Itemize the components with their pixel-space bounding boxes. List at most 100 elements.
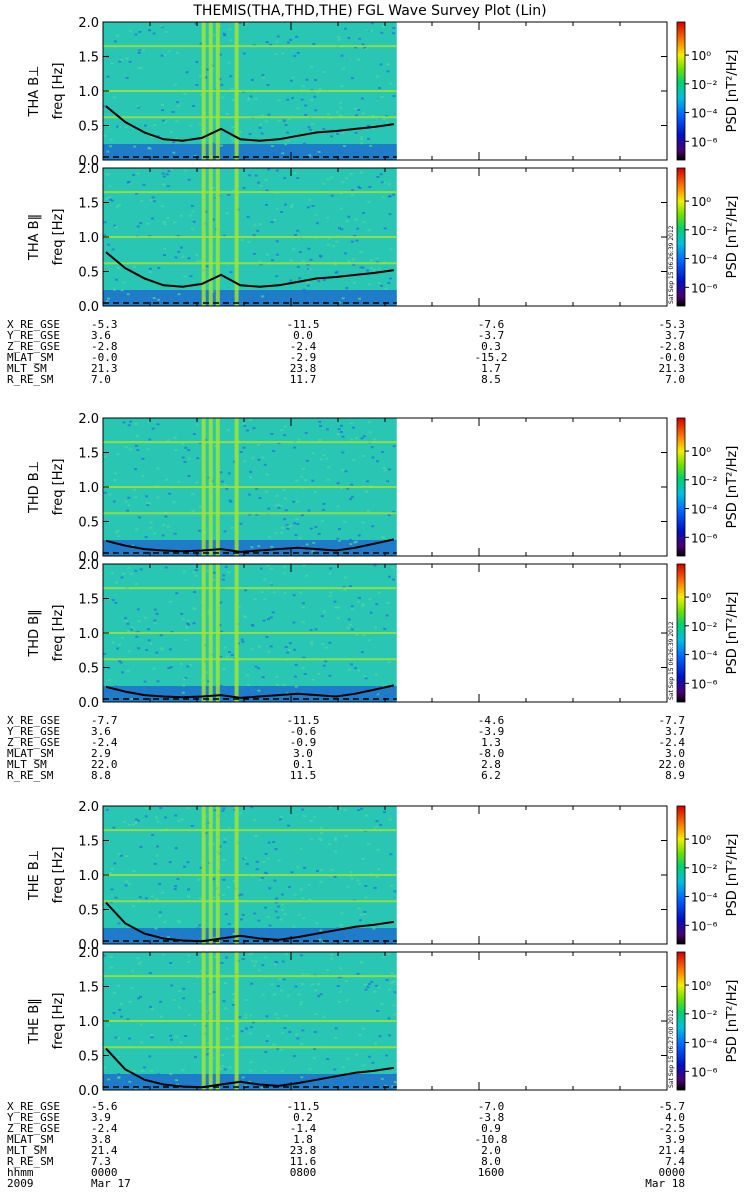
y-tick-label: 1.0 — [78, 85, 99, 100]
ephemeris-value: -3.7 — [478, 329, 505, 342]
spectrogram-panel: 0.0 0.5 1.0 1.5 2.0 THE B⊥ freq [Hz] 10⁰ 10⁻² 10⁻… — [27, 800, 740, 953]
plot-timestamp: Sat Sep 15 06:26:39 2012 — [668, 225, 675, 304]
ephemeris-value: 22.0 — [659, 758, 686, 771]
ephemeris-value: -2.4 — [659, 736, 686, 749]
time-axis: hhmm 0000 0800 1600 0000 2009 Mar 17 Mar 18 — [7, 1166, 685, 1190]
ephemeris-value: 7.0 — [665, 373, 685, 386]
spectrogram-panel: 0.0 0.5 1.0 1.5 2.0 THD B⊥ freq [Hz] 10⁰ 10⁻² 10⁻… — [27, 412, 740, 565]
ephemeris-value: 3.6 — [91, 725, 111, 738]
y-tick-label: 1.0 — [78, 869, 99, 884]
ephemeris-value: -0.0 — [91, 351, 118, 364]
y-axis-label: freq [Hz] — [51, 605, 66, 662]
ephemeris-value: 3.9 — [665, 1133, 685, 1146]
low-frequency-band — [103, 144, 397, 160]
y-tick-label: 1.5 — [78, 447, 99, 462]
y-axis-label: freq [Hz] — [51, 847, 66, 904]
y-axis-label: freq [Hz] — [51, 459, 66, 516]
ephemeris-value: -5.7 — [659, 1100, 686, 1113]
broadband-burst — [234, 952, 239, 1090]
broadband-burst — [201, 564, 206, 702]
colorbar — [676, 563, 686, 703]
ephemeris-value: -2.4 — [91, 736, 118, 749]
spectrogram-texture — [103, 419, 396, 555]
colorbar-tick-label: 10⁻⁴ — [691, 253, 718, 267]
ephemeris-value: 23.8 — [290, 362, 317, 375]
ephemeris-value: 3.6 — [91, 329, 111, 342]
frequency-line — [105, 538, 395, 553]
broadband-burst — [201, 806, 206, 944]
ephemeris-value: 4.0 — [665, 1111, 685, 1124]
time-row-label: hhmm — [7, 1166, 34, 1179]
broadband-burst — [208, 806, 213, 944]
ephemeris-value: 7.3 — [91, 1155, 111, 1168]
ephemeris-value: -3.8 — [478, 1111, 505, 1124]
ephemeris-value: -5.6 — [91, 1100, 118, 1113]
ephemeris-value: 23.8 — [290, 1144, 317, 1157]
plot-timestamp: Sat Sep 15 06:26:39 2012 — [668, 621, 675, 700]
date-tick-label: Mar 18 — [645, 1177, 685, 1190]
colorbar-tick-label: 10⁻⁶ — [691, 919, 718, 933]
spectrogram-panel: 0.0 0.5 1.0 1.5 2.0 THA B‖ freq [Hz] 10⁰ 10⁻² 10⁻… — [27, 162, 740, 315]
colorbar-label: PSD [nT²/Hz] — [725, 834, 740, 917]
broadband-burst — [234, 564, 239, 702]
colorbar-label: PSD [nT²/Hz] — [725, 446, 740, 529]
ephemeris-value: 1.8 — [293, 1133, 313, 1146]
ephemeris-value: -7.7 — [91, 714, 118, 727]
colorbar-tick-label: 10⁰ — [691, 591, 711, 605]
y-axis-label: freq [Hz] — [51, 63, 66, 120]
ephemeris-value: -10.8 — [474, 1133, 507, 1146]
panel-label: THD B⊥ — [27, 461, 42, 514]
ephemeris-label: Y_RE_GSE — [7, 1111, 60, 1124]
ephemeris-label: MLT_SM — [7, 1144, 47, 1157]
page-title: THEMIS(THA,THD,THE) FGL Wave Survey Plot… — [192, 3, 546, 19]
ephemeris-value: -1.4 — [290, 1122, 317, 1135]
ephemeris-value: 8.9 — [665, 769, 685, 782]
colorbar-label: PSD [nT²/Hz] — [725, 50, 740, 133]
colorbar-label: PSD [nT²/Hz] — [725, 980, 740, 1063]
ephemeris-value: -11.5 — [286, 318, 319, 331]
broadband-burst — [208, 22, 213, 160]
x-tick-label: 0800 — [290, 1166, 317, 1179]
colorbar — [676, 167, 686, 307]
ephemeris-value: -7.6 — [478, 318, 505, 331]
ephemeris-label: Z_RE_GSE — [7, 736, 60, 749]
colorbar-tick-label: 10⁻⁴ — [691, 1037, 718, 1051]
y-tick-label: 0.0 — [78, 1084, 99, 1099]
frequency-line — [105, 251, 394, 288]
y-axis-label: freq [Hz] — [51, 993, 66, 1050]
ephemeris-value: 1.7 — [481, 362, 501, 375]
broadband-burst — [234, 168, 239, 306]
ephemeris-value: -2.8 — [91, 340, 118, 353]
colorbar — [676, 417, 686, 557]
colorbar-tick-label: 10⁻⁶ — [691, 135, 718, 149]
colorbar-label: PSD [nT²/Hz] — [725, 592, 740, 675]
y-tick-label: 0.0 — [78, 938, 99, 953]
colorbar-tick-label: 10⁻⁴ — [691, 107, 718, 121]
colorbar-label: PSD [nT²/Hz] — [725, 196, 740, 279]
colorbar — [676, 951, 686, 1091]
colorbar-tick-label: 10⁻⁶ — [691, 1065, 718, 1079]
ephemeris-value: -5.3 — [91, 318, 118, 331]
ephemeris-value: 7.0 — [91, 373, 111, 386]
spectrogram-panel: 0.0 0.5 1.0 1.5 2.0 THD B‖ freq [Hz] 10⁰ 10⁻² 10⁻… — [27, 558, 740, 711]
ephemeris-label: X_RE_GSE — [7, 714, 60, 727]
ephemeris-value: 3.8 — [91, 1133, 111, 1146]
ephemeris-value: 3.7 — [665, 329, 685, 342]
colorbar-tick-label: 10⁰ — [691, 833, 711, 847]
colorbar-tick-label: 10⁻² — [691, 620, 718, 634]
broadband-burst — [201, 168, 206, 306]
ephemeris-value: -2.5 — [659, 1122, 686, 1135]
broadband-burst — [234, 806, 239, 944]
y-tick-label: 1.0 — [78, 481, 99, 496]
low-frequency-band — [103, 290, 397, 306]
y-tick-label: 1.0 — [78, 231, 99, 246]
broadband-burst — [201, 952, 206, 1090]
colorbar-tick-label: 10⁰ — [691, 195, 711, 209]
ephemeris-value: 3.0 — [665, 747, 685, 760]
ephemeris-value: 0.9 — [481, 1122, 501, 1135]
y-tick-label: 0.0 — [78, 696, 99, 711]
broadband-burst — [215, 952, 220, 1090]
broadband-burst — [215, 564, 220, 702]
ephemeris-table: X_RE_GSE -5.3 -11.5 -7.6 -5.3Y_RE_GSE 3.6 0.0-… — [7, 318, 685, 386]
